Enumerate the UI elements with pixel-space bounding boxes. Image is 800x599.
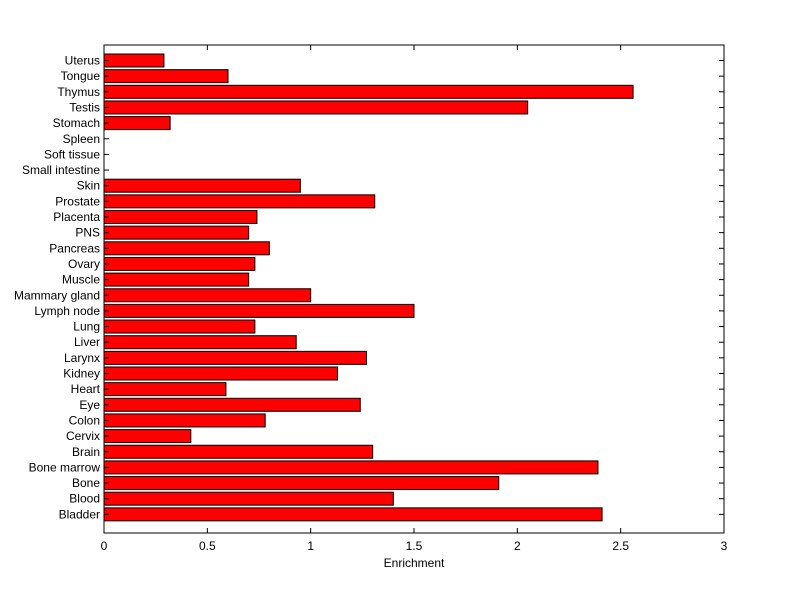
bar-cervix: [103, 429, 192, 444]
bar-prostate: [103, 194, 376, 209]
x-tick-label: 1.5: [406, 539, 423, 553]
category-label: Heart: [71, 382, 101, 396]
bar-muscle: [103, 272, 250, 287]
bar-kidney: [103, 366, 339, 381]
category-label: PNS: [75, 226, 100, 240]
bar-placenta: [103, 210, 258, 224]
category-label: Eye: [79, 398, 100, 412]
bar-lung: [103, 319, 256, 334]
category-label: Blood: [69, 492, 100, 506]
bar-skin: [103, 178, 301, 193]
category-label: Kidney: [63, 367, 100, 381]
category-label: Small intestine: [22, 163, 100, 177]
bar-stomach: [103, 116, 171, 131]
x-tick-label: 1: [307, 539, 314, 553]
category-label: Placenta: [53, 210, 100, 224]
category-label: Bladder: [59, 507, 100, 521]
x-axis-title: Enrichment: [384, 556, 445, 570]
bar-bone-marrow: [103, 460, 599, 475]
category-label: Ovary: [68, 257, 100, 271]
category-label: Soft tissue: [44, 147, 100, 161]
category-label: Prostate: [55, 194, 100, 208]
category-label: Uterus: [65, 54, 100, 68]
category-label: Stomach: [53, 116, 100, 130]
x-tick-label: 3: [721, 539, 728, 553]
bar-blood: [103, 491, 394, 506]
category-label: Testis: [69, 100, 100, 114]
category-label: Pancreas: [49, 241, 100, 255]
category-label: Bone: [72, 476, 100, 490]
category-label: Lung: [73, 320, 100, 334]
x-tick-label: 2.5: [612, 539, 629, 553]
category-label: Lymph node: [34, 304, 100, 318]
category-label: Bone marrow: [29, 460, 101, 474]
bar-brain: [103, 444, 374, 459]
category-label: Cervix: [66, 429, 100, 443]
bar-eye: [103, 397, 361, 412]
bar-colon: [103, 413, 266, 428]
bar-uterus: [103, 53, 165, 68]
category-label: Larynx: [64, 351, 100, 365]
bar-bladder: [103, 507, 603, 522]
bar-mammary-gland: [103, 288, 312, 303]
x-tick-labels: 0 0.5 1 1.5 2 2.5 3: [101, 539, 728, 553]
x-tick-label: 0.5: [199, 539, 216, 553]
category-label: Spleen: [63, 132, 100, 146]
plot-frame: [103, 44, 725, 534]
bar-heart: [103, 382, 227, 397]
x-tick-label: 0: [101, 539, 108, 553]
category-label: Skin: [77, 179, 100, 193]
bar-liver: [103, 335, 297, 350]
category-label: Mammary gland: [14, 288, 100, 302]
ticks: [103, 45, 725, 533]
category-label: Liver: [74, 335, 100, 349]
bar-lymph-node: [103, 303, 415, 318]
bar-thymus: [103, 84, 634, 99]
bar-pancreas: [103, 241, 270, 256]
bar-larynx: [103, 350, 367, 365]
x-tick-label: 2: [514, 539, 521, 553]
bar-tongue: [103, 69, 229, 84]
category-label: Thymus: [57, 85, 100, 99]
category-label: Brain: [72, 445, 100, 459]
category-label: Colon: [69, 413, 100, 427]
category-label: Tongue: [61, 69, 101, 83]
category-label: Muscle: [62, 273, 100, 287]
bar-ovary: [103, 256, 256, 271]
bar-pns: [103, 225, 250, 240]
bar-testis: [103, 100, 529, 115]
bar-bone: [103, 476, 500, 491]
